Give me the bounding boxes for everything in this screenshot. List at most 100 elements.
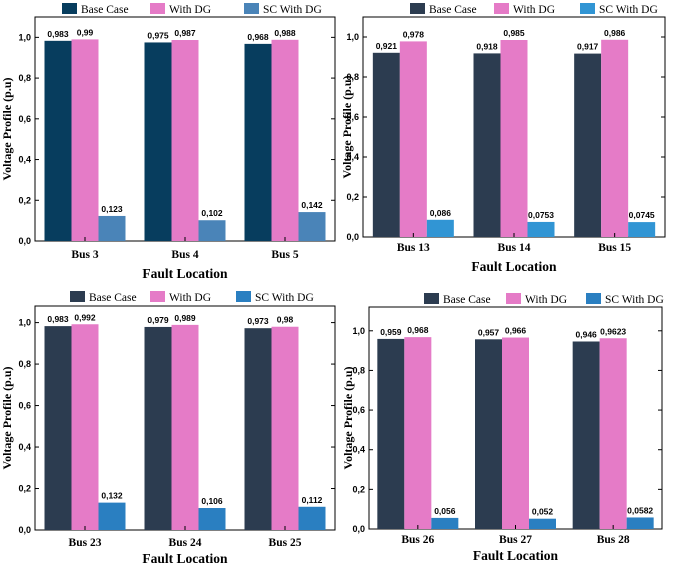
x-tick-label: Bus 25: [269, 537, 302, 549]
y-axis-title: Voltage Profile (p.u): [341, 367, 355, 470]
x-axis-title: Fault Location: [471, 259, 557, 274]
y-tick-label: 1,0: [18, 318, 31, 328]
y-axis-title: Voltage Profile (p.u): [0, 78, 14, 181]
bar: [529, 518, 556, 529]
bar: [601, 39, 629, 237]
legend-swatch: [424, 293, 439, 304]
bar: [431, 517, 459, 529]
bar: [628, 222, 656, 237]
bar: [298, 506, 326, 530]
legend-label: Base Case: [443, 294, 491, 306]
data-label: 0,112: [302, 495, 323, 505]
bar: [198, 508, 226, 530]
legend-swatch: [580, 3, 595, 14]
y-tick-label: 0,4: [346, 152, 359, 162]
bar: [71, 39, 99, 242]
y-tick-label: 0,2: [18, 195, 31, 205]
bar: [298, 212, 326, 241]
legend-label: SC With DG: [263, 4, 322, 16]
x-axis-title: Fault Location: [142, 266, 228, 281]
data-label: 0,921: [376, 41, 398, 51]
bar: [377, 338, 405, 529]
bar: [244, 328, 272, 530]
y-tick-label: 0,8: [18, 359, 31, 369]
y-tick-label: 1,0: [18, 32, 31, 42]
data-label: 0,973: [247, 316, 269, 326]
y-tick-label: 0,4: [18, 155, 31, 165]
legend-swatch: [244, 3, 259, 14]
data-label: 0,132: [101, 491, 123, 501]
bar: [572, 341, 600, 529]
data-label: 0,917: [577, 42, 599, 52]
legend-swatch: [236, 291, 251, 302]
bar: [144, 42, 172, 241]
x-tick-label: Bus 27: [499, 534, 532, 546]
y-tick-label: 0,6: [346, 112, 359, 122]
x-axis-title: Fault Location: [142, 551, 228, 566]
bar: [98, 215, 126, 241]
data-label: 0,056: [434, 506, 456, 516]
data-label: 0,0582: [627, 505, 653, 515]
legend-swatch: [494, 3, 509, 14]
bar: [599, 338, 627, 529]
data-label: 0,978: [403, 29, 425, 39]
y-tick-label: 0,6: [18, 114, 31, 124]
chart-panel-4: 0,0 0,2 0,4 0,6 0,8 1,0 0,959 0,968 0,056 Bus 26 0…: [341, 293, 664, 563]
data-label: 0,957: [478, 327, 500, 337]
data-label: 0,98: [277, 315, 294, 325]
data-label: 0,946: [576, 329, 598, 339]
x-tick-label: Bus 24: [169, 537, 202, 549]
x-tick-label: Bus 15: [598, 242, 631, 254]
bar: [502, 337, 529, 529]
chart-panel-3: 0,0 0,2 0,4 0,6 0,8 1,0 0,983 0,992 0,132 Bus 23 0…: [0, 291, 336, 566]
legend-label: Base Case: [429, 4, 477, 16]
y-tick-label: 1,0: [346, 32, 359, 42]
data-label: 0,992: [74, 312, 96, 322]
chart-panel-2: 0,0 0,2 0,4 0,6 0,8 1,0 0,921 0,978 0,086 Bus 13 0…: [340, 3, 666, 274]
legend-swatch: [586, 293, 601, 304]
bar: [500, 40, 528, 237]
x-tick-label: Bus 28: [597, 534, 630, 546]
legend-label: Base Case: [81, 4, 129, 16]
y-tick-label: 0,2: [18, 484, 31, 494]
y-tick-label: 0,0: [346, 232, 359, 242]
bar: [171, 40, 199, 241]
legend-swatch: [410, 3, 425, 14]
legend-label: SC With DG: [255, 292, 314, 304]
y-tick-label: 0,0: [18, 236, 31, 246]
y-tick-label: 0,6: [18, 401, 31, 411]
x-tick-label: Bus 13: [397, 242, 430, 254]
bar: [44, 40, 72, 241]
y-tick-label: 0,8: [346, 72, 359, 82]
bar: [404, 337, 432, 529]
chart-panel-1: 0,0 0,2 0,4 0,6 0,8 1,0 0,983 0,99 0,123 Bus 3 0,9…: [0, 3, 336, 281]
y-tick-label: 0,2: [346, 192, 359, 202]
data-label: 0,9623: [600, 326, 626, 336]
legend: Base Case With DG SC With DG: [410, 3, 658, 16]
data-label: 0,986: [604, 28, 626, 38]
x-tick-label: Bus 3: [71, 249, 98, 261]
legend-label: With DG: [169, 4, 211, 16]
legend-swatch: [62, 3, 77, 14]
data-label: 0,975: [147, 30, 169, 40]
data-label: 0,918: [476, 41, 498, 51]
data-label: 0,989: [174, 313, 196, 323]
bar: [426, 219, 454, 237]
x-axis-title: Fault Location: [473, 548, 559, 563]
data-label: 0,102: [201, 208, 223, 218]
bar: [198, 220, 226, 241]
y-tick-label: 0,4: [18, 442, 31, 452]
bar: [626, 517, 654, 529]
legend: Base Case With DG SC With DG: [424, 293, 664, 306]
bar: [475, 339, 502, 529]
legend-label: With DG: [169, 292, 211, 304]
x-tick-label: Bus 23: [69, 537, 102, 549]
x-tick-label: Bus 14: [498, 242, 531, 254]
bar: [98, 502, 126, 530]
y-tick-label: 0,0: [18, 525, 31, 535]
bar: [271, 39, 299, 241]
bar: [574, 53, 602, 237]
bar: [372, 52, 400, 237]
y-tick-label: 0,8: [18, 73, 31, 83]
legend-label: With DG: [513, 4, 555, 16]
